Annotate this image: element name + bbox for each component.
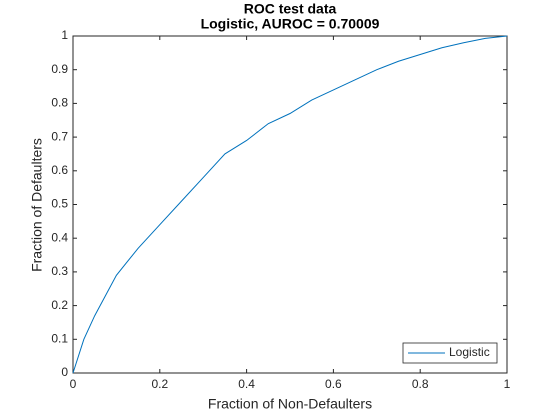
chart-title: ROC test data bbox=[244, 1, 337, 17]
y-tick-label: 0.7 bbox=[51, 129, 68, 143]
y-tick-label: 0.6 bbox=[51, 163, 68, 177]
x-tick-label: 0.4 bbox=[238, 377, 255, 391]
y-tick-label: 1 bbox=[61, 28, 68, 42]
y-tick-label: 0.2 bbox=[51, 298, 68, 312]
y-tick-label: 0.4 bbox=[51, 230, 68, 244]
x-tick-label: 0.2 bbox=[151, 377, 168, 391]
legend-box bbox=[402, 342, 498, 364]
x-tick-label: 0 bbox=[70, 377, 77, 391]
y-tick-label: 0.3 bbox=[51, 264, 68, 278]
y-tick-label: 0.5 bbox=[51, 197, 68, 211]
chart-subtitle: Logistic, AUROC = 0.70009 bbox=[201, 16, 380, 32]
x-tick-label: 0.8 bbox=[412, 377, 429, 391]
x-axis-label: Fraction of Non-Defaulters bbox=[208, 396, 372, 412]
y-tick-label: 0.8 bbox=[51, 96, 68, 110]
y-tick-label: 0 bbox=[61, 365, 68, 379]
x-tick-label: 0.6 bbox=[325, 377, 342, 391]
legend-label: Logistic bbox=[449, 345, 490, 359]
y-axis-label: Fraction of Defaulters bbox=[29, 138, 45, 272]
x-tick-label: 1 bbox=[504, 377, 511, 391]
y-tick-label: 0.1 bbox=[51, 331, 68, 345]
y-tick-label: 0.9 bbox=[51, 62, 68, 76]
roc-line bbox=[72, 35, 508, 374]
